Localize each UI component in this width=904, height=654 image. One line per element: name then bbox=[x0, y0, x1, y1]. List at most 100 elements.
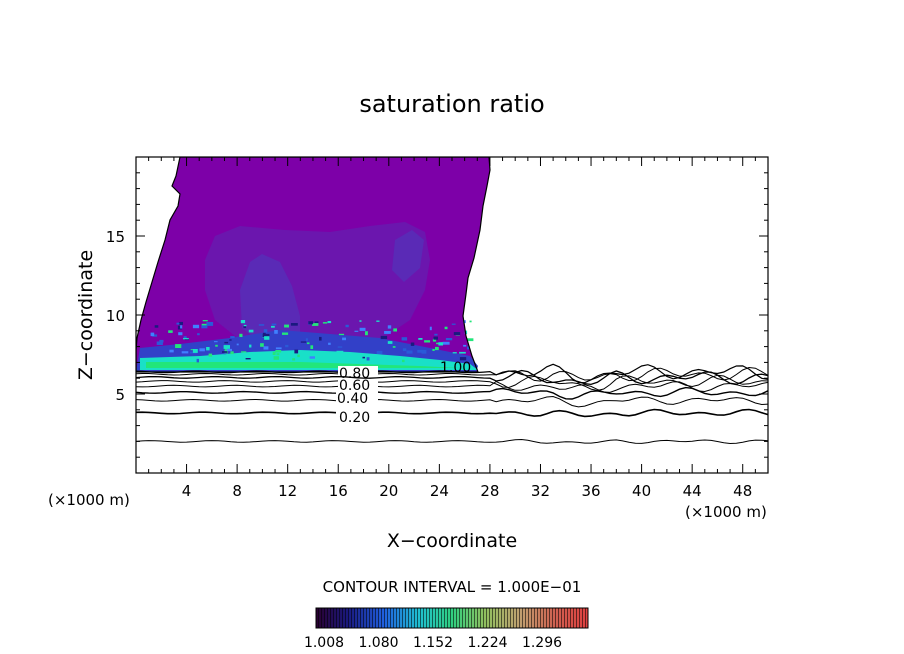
speckle bbox=[362, 356, 365, 359]
speckle bbox=[359, 327, 366, 331]
contour-line bbox=[136, 386, 768, 400]
speckle bbox=[459, 357, 467, 361]
contour-labels: 1.00 0.80 0.60 0.40 0.20 bbox=[336, 360, 471, 426]
speckle bbox=[467, 338, 474, 342]
speckle bbox=[418, 338, 423, 340]
speckle bbox=[245, 358, 251, 360]
speckle bbox=[312, 323, 319, 326]
speckle bbox=[249, 344, 252, 348]
y-tick-label: 10 bbox=[106, 307, 125, 325]
speckle bbox=[436, 342, 439, 345]
contour-line bbox=[136, 395, 768, 408]
speckle bbox=[226, 348, 232, 352]
colorbar-tick-label: 1.008 bbox=[304, 635, 344, 651]
speckle bbox=[445, 338, 453, 341]
speckle bbox=[181, 351, 189, 354]
speckle bbox=[376, 350, 383, 354]
contour-label-2: 0.80 bbox=[339, 366, 370, 382]
speckle bbox=[337, 346, 343, 348]
speckle bbox=[263, 329, 268, 333]
speckle bbox=[366, 357, 370, 361]
x-unit-left: (×1000 m) bbox=[48, 491, 130, 509]
colorbar-tick-label: 1.296 bbox=[522, 635, 562, 651]
speckle bbox=[154, 325, 159, 328]
contour-line bbox=[136, 366, 768, 382]
speckle bbox=[294, 349, 299, 354]
cloud-core-region bbox=[240, 254, 300, 342]
speckle bbox=[463, 344, 467, 347]
speckle bbox=[214, 341, 218, 343]
x-axis-label: X−coordinate bbox=[387, 530, 517, 552]
speckle bbox=[215, 344, 218, 347]
speckle bbox=[392, 346, 396, 348]
speckle bbox=[314, 321, 319, 323]
speckle bbox=[432, 348, 435, 351]
speckle bbox=[308, 321, 314, 325]
speckle bbox=[322, 322, 328, 324]
speckle bbox=[328, 342, 331, 345]
speckle bbox=[275, 350, 282, 353]
speckle bbox=[327, 321, 332, 324]
speckle bbox=[359, 320, 362, 322]
speckle bbox=[338, 333, 345, 336]
speckle bbox=[192, 349, 198, 353]
speckle bbox=[402, 348, 407, 352]
speckle bbox=[387, 325, 392, 329]
speckle-marks bbox=[150, 320, 474, 363]
colorbar-tick-label: 1.080 bbox=[358, 635, 398, 651]
speckle bbox=[444, 326, 448, 330]
colorbar-tick-labels: 1.008 1.080 1.152 1.224 1.296 bbox=[304, 635, 562, 651]
y-tick-label: 15 bbox=[106, 228, 125, 246]
speckle bbox=[433, 336, 438, 340]
colorbar-tick-label: 1.152 bbox=[413, 635, 453, 651]
speckle bbox=[467, 346, 470, 350]
contour-line bbox=[136, 408, 768, 418]
speckle bbox=[169, 349, 174, 353]
speckle bbox=[196, 358, 199, 363]
contour-label-4: 0.40 bbox=[337, 391, 368, 407]
y-tick-labels: 5 10 15 bbox=[106, 228, 125, 404]
speckle bbox=[282, 332, 289, 335]
speckle bbox=[224, 341, 229, 344]
speckle bbox=[463, 320, 466, 324]
cloud-core-region-2 bbox=[392, 230, 424, 282]
speckle bbox=[453, 332, 461, 336]
speckle bbox=[222, 351, 228, 353]
contour-interval-text: CONTOUR INTERVAL = 1.000E−01 bbox=[323, 578, 582, 596]
x-tick-label: 28 bbox=[480, 482, 499, 500]
speckle bbox=[271, 325, 275, 328]
speckle bbox=[236, 343, 239, 346]
speckle bbox=[159, 339, 164, 343]
speckle bbox=[376, 320, 380, 322]
cloud-outline bbox=[136, 157, 491, 373]
speckle bbox=[424, 340, 431, 343]
speckle bbox=[177, 325, 182, 330]
y-tick-label: 5 bbox=[115, 386, 125, 404]
speckle bbox=[354, 330, 359, 332]
contour-line bbox=[136, 438, 768, 445]
speckle bbox=[274, 330, 278, 334]
speckle bbox=[260, 343, 264, 347]
speckle bbox=[208, 353, 213, 357]
speckle bbox=[432, 338, 437, 342]
x-tick-label: 8 bbox=[232, 482, 242, 500]
speckle bbox=[152, 334, 158, 337]
speckle bbox=[223, 345, 230, 349]
speckle bbox=[180, 325, 183, 329]
speckle bbox=[309, 356, 315, 359]
speckle bbox=[197, 333, 200, 336]
speckle bbox=[150, 332, 155, 337]
speckle bbox=[417, 349, 423, 353]
speckle bbox=[248, 329, 254, 333]
speckle bbox=[243, 326, 247, 329]
x-tick-label: 16 bbox=[329, 482, 348, 500]
speckle bbox=[429, 326, 432, 331]
speckle bbox=[168, 330, 173, 333]
speckle bbox=[306, 342, 310, 345]
speckle bbox=[276, 353, 280, 356]
plot-content bbox=[136, 157, 768, 445]
contour-label-5: 0.20 bbox=[339, 410, 370, 426]
x-tick-label: 24 bbox=[430, 482, 449, 500]
axis-ticks bbox=[136, 157, 768, 473]
speckle bbox=[438, 342, 443, 346]
